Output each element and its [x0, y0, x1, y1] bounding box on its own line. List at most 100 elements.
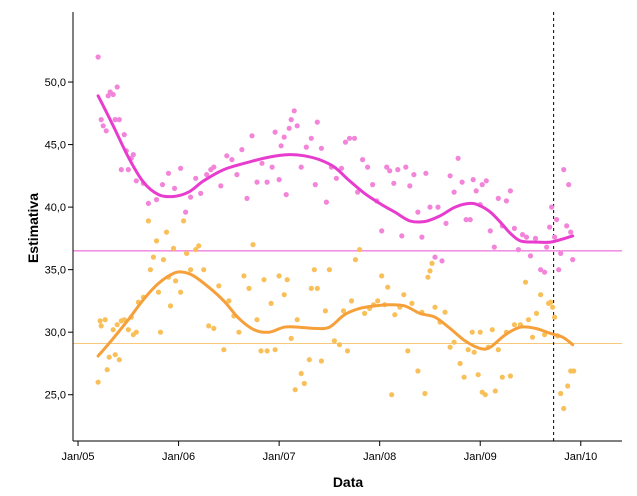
data-point-series-1: [523, 234, 530, 240]
data-point-series-2: [379, 273, 385, 279]
data-point-series-2: [525, 317, 532, 323]
data-point-series-2: [442, 309, 448, 315]
data-point-series-1: [542, 269, 548, 275]
data-point-series-1: [561, 167, 567, 173]
data-point-series-2: [552, 314, 558, 320]
data-point-series-2: [114, 322, 120, 328]
data-point-series-1: [294, 123, 300, 129]
data-point-series-1: [116, 117, 122, 123]
data-point-series-1: [538, 267, 544, 273]
data-point-series-1: [95, 54, 101, 60]
data-point-series-2: [301, 380, 307, 387]
data-point-series-1: [159, 182, 166, 188]
data-point-series-1: [427, 204, 433, 210]
data-point-series-1: [254, 179, 260, 185]
data-point-series-1: [342, 139, 349, 145]
data-point-series-2: [425, 274, 431, 280]
y-tick-label: 30,0: [45, 327, 66, 339]
data-point-series-1: [281, 134, 287, 140]
data-point-series-1: [312, 182, 318, 188]
data-point-series-1: [547, 224, 553, 230]
data-point-series-1: [384, 164, 390, 170]
data-point-series-2: [272, 347, 278, 353]
data-point-series-2: [447, 344, 453, 350]
data-point-series-1: [204, 172, 210, 178]
data-point-series-2: [184, 250, 190, 256]
data-point-series-2: [226, 298, 232, 304]
data-point-series-2: [465, 347, 471, 353]
y-tick-label: 35,0: [45, 265, 66, 277]
data-point-series-1: [278, 143, 284, 149]
data-point-series-2: [538, 292, 544, 298]
data-point-series-1: [554, 217, 560, 223]
data-point-series-2: [429, 260, 435, 266]
data-point-series-1: [365, 164, 371, 170]
data-point-series-2: [362, 310, 368, 316]
data-point-series-1: [110, 91, 116, 98]
data-point-series-2: [298, 370, 304, 377]
data-point-series-2: [250, 242, 256, 248]
data-point-series-2: [432, 304, 438, 310]
data-point-series-2: [461, 374, 467, 380]
data-point-series-1: [234, 172, 240, 178]
data-point-series-1: [130, 152, 136, 158]
data-point-series-2: [163, 229, 170, 235]
y-tick-label: 45,0: [45, 140, 66, 152]
data-point-series-2: [284, 277, 290, 283]
data-point-series-1: [558, 250, 564, 256]
data-point-series-2: [193, 247, 199, 253]
data-point-series-1: [564, 223, 570, 229]
data-point-series-1: [318, 145, 324, 151]
data-point-series-1: [114, 84, 120, 90]
data-point-series-2: [348, 298, 355, 304]
data-point-series-1: [479, 182, 485, 188]
data-point-series-1: [549, 204, 555, 210]
reference-lines: [73, 12, 622, 441]
data-point-series-1: [463, 217, 469, 223]
data-point-series-2: [288, 335, 294, 341]
data-point-series-2: [499, 374, 505, 380]
data-point-series-2: [97, 318, 103, 324]
data-point-series-1: [346, 135, 353, 141]
data-point-series-1: [118, 167, 124, 173]
data-point-series-2: [422, 390, 428, 397]
data-point-series-2: [106, 354, 112, 360]
data-point-series-2: [308, 285, 314, 291]
data-point-series-2: [336, 342, 343, 348]
data-point-series-2: [188, 267, 194, 273]
data-point-series-2: [173, 278, 179, 284]
data-point-series-2: [322, 308, 328, 314]
data-point-series-2: [529, 334, 536, 340]
x-axis-title: Data: [333, 474, 364, 490]
data-point-series-1: [288, 117, 294, 123]
data-point-series-2: [389, 392, 395, 398]
data-point-series-2: [160, 257, 167, 263]
data-point-series-1: [515, 247, 522, 253]
data-point-series-1: [165, 170, 172, 176]
data-point-series-1: [360, 157, 366, 163]
data-point-series-1: [224, 153, 230, 159]
data-point-series-2: [511, 322, 517, 328]
data-point-series-1: [527, 253, 534, 259]
data-point-series-1: [351, 135, 358, 141]
data-point-series-1: [178, 165, 184, 171]
y-axis-title: Estimativa: [25, 193, 41, 263]
data-point-series-2: [196, 243, 202, 249]
data-point-series-1: [447, 173, 453, 179]
data-point-series-1: [303, 144, 309, 150]
data-point-series-1: [387, 168, 393, 174]
data-point-series-1: [467, 217, 473, 223]
data-point-series-2: [427, 268, 433, 274]
data-point-series-1: [532, 235, 539, 241]
data-point-series-2: [281, 292, 287, 298]
data-point-series-2: [492, 388, 498, 394]
data-point-series-2: [206, 323, 212, 329]
data-point-series-1: [399, 233, 405, 239]
data-point-series-2: [268, 300, 274, 306]
data-point-series-2: [306, 357, 312, 363]
data-point-series-2: [326, 267, 332, 273]
data-point-series-1: [193, 175, 199, 181]
data-point-series-2: [550, 304, 556, 310]
data-point-series-2: [477, 329, 483, 335]
data-point-series-2: [495, 347, 501, 353]
